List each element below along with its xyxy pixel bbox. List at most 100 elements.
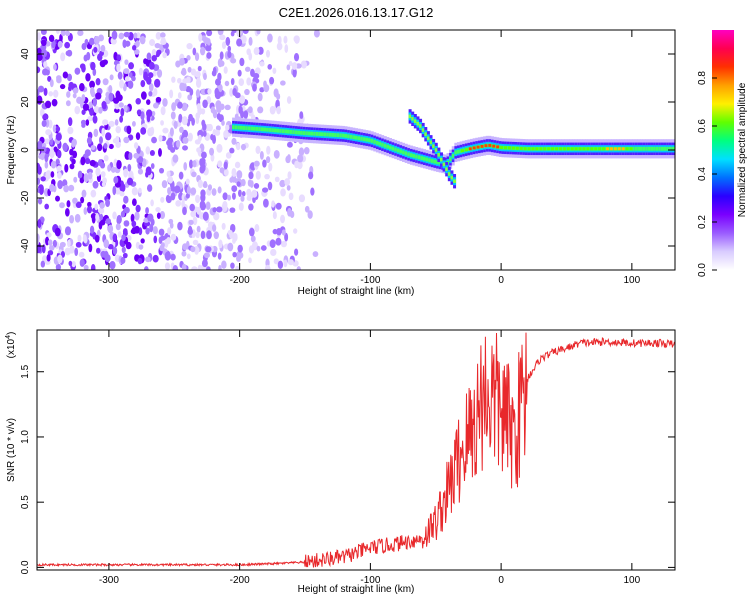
heatmap-cell xyxy=(266,127,270,132)
heatmap-cell xyxy=(126,125,132,135)
heatmap-cell xyxy=(50,160,57,169)
heatmap-cell xyxy=(539,147,543,151)
heatmap-cell xyxy=(146,99,151,105)
heatmap-cell xyxy=(98,136,103,145)
heatmap-cell xyxy=(357,136,361,141)
heatmap-cell xyxy=(273,149,280,159)
heatmap-cell xyxy=(140,127,147,135)
heatmap-cell xyxy=(83,264,89,270)
heatmap-cell xyxy=(280,240,288,248)
heatmap-cell xyxy=(228,124,233,134)
heatmap-cell xyxy=(221,222,226,230)
heatmap-cell xyxy=(115,125,121,134)
heatmap-cell xyxy=(246,77,252,86)
heatmap-cell xyxy=(219,60,225,67)
tick-label: 0.6 xyxy=(697,119,708,133)
snr-xlabel: Height of straight line (km) xyxy=(298,584,415,595)
heatmap-cell xyxy=(292,130,296,135)
heatmap-cell xyxy=(154,42,161,49)
heatmap-cell xyxy=(206,30,213,37)
heatmap-cell xyxy=(72,87,79,94)
heatmap-cell xyxy=(37,246,42,254)
heatmap-cell xyxy=(298,147,305,157)
heatmap-cell xyxy=(231,192,236,200)
heatmap-cell xyxy=(189,159,194,169)
heatmap-cell xyxy=(267,63,273,70)
heatmap-cell xyxy=(152,254,159,263)
heatmap-cell xyxy=(236,181,241,187)
heatmap-cell xyxy=(217,30,224,36)
heatmap-cell xyxy=(634,146,638,151)
heatmap-cell xyxy=(434,148,438,152)
heatmap-cell xyxy=(74,213,81,223)
heatmap-cell xyxy=(256,30,261,35)
heatmap-cell xyxy=(156,212,161,219)
heatmap-cell xyxy=(194,52,200,61)
heatmap-cell xyxy=(225,152,232,159)
heatmap-cell xyxy=(223,66,228,74)
heatmap-cell xyxy=(203,252,210,259)
heatmap-cell xyxy=(108,85,113,94)
heatmap-cell xyxy=(197,264,202,270)
heatmap-cell xyxy=(287,141,293,148)
heatmap-cell xyxy=(140,91,147,100)
heatmap-cell xyxy=(146,76,152,85)
heatmap-cell xyxy=(190,246,196,253)
heatmap-cell xyxy=(88,37,95,46)
heatmap-cell xyxy=(78,251,85,258)
heatmap-cell xyxy=(425,157,429,162)
heatmap-cell xyxy=(386,144,390,149)
heatmap-cell xyxy=(39,186,44,196)
heatmap-cell xyxy=(192,160,197,168)
heatmap-cell xyxy=(245,126,249,131)
heatmap-cell xyxy=(195,247,200,253)
heatmap-cell xyxy=(430,159,434,163)
heatmap-cell xyxy=(640,146,644,151)
heatmap-cell xyxy=(287,207,292,217)
heatmap-cell xyxy=(341,133,345,138)
heatmap-cell xyxy=(195,79,202,88)
heatmap-cell xyxy=(92,115,98,124)
heatmap-cell xyxy=(192,239,199,246)
heatmap-cell xyxy=(472,146,476,150)
heatmap-cell xyxy=(69,163,75,170)
heatmap-cell xyxy=(182,206,187,216)
heatmap-cell xyxy=(336,133,340,138)
heatmap-cell xyxy=(621,147,625,151)
heatmap-cell xyxy=(57,180,63,190)
heatmap-cell xyxy=(138,244,144,250)
heatmap-cell xyxy=(237,125,241,130)
heatmap-cell xyxy=(64,226,72,236)
heatmap-cell xyxy=(617,147,621,151)
heatmap-cell xyxy=(145,146,151,155)
heatmap-cell xyxy=(121,234,126,242)
heatmap-cell xyxy=(79,177,85,184)
heatmap-cell xyxy=(294,248,299,256)
heatmap-cell xyxy=(128,170,134,180)
heatmap-cell xyxy=(225,124,230,131)
heatmap-cell xyxy=(253,126,257,131)
tick-label: 0.4 xyxy=(697,167,708,181)
heatmap-cell xyxy=(102,78,109,86)
heatmap-cell xyxy=(257,92,263,102)
heatmap-cell xyxy=(344,133,348,138)
heatmap-cell xyxy=(167,137,174,144)
heatmap-cell xyxy=(598,147,602,151)
heatmap-cell xyxy=(454,150,458,155)
heatmap-cell xyxy=(164,262,171,270)
heatmap-cell xyxy=(179,57,185,66)
heatmap-cell xyxy=(176,140,181,148)
heatmap-cell xyxy=(38,85,45,93)
heatmap-cell xyxy=(68,184,75,192)
heatmap-cell xyxy=(87,201,92,208)
heatmap-cell xyxy=(40,39,47,47)
heatmap-cell xyxy=(543,147,547,151)
heatmap-cell xyxy=(169,89,174,99)
heatmap-cell xyxy=(224,104,231,111)
tick-label: -300 xyxy=(99,275,119,286)
heatmap-cell xyxy=(140,238,145,244)
heatmap-cell xyxy=(224,80,230,87)
heatmap-cell xyxy=(277,35,282,45)
heatmap-cell xyxy=(211,224,217,232)
heatmap-cell xyxy=(202,211,209,221)
